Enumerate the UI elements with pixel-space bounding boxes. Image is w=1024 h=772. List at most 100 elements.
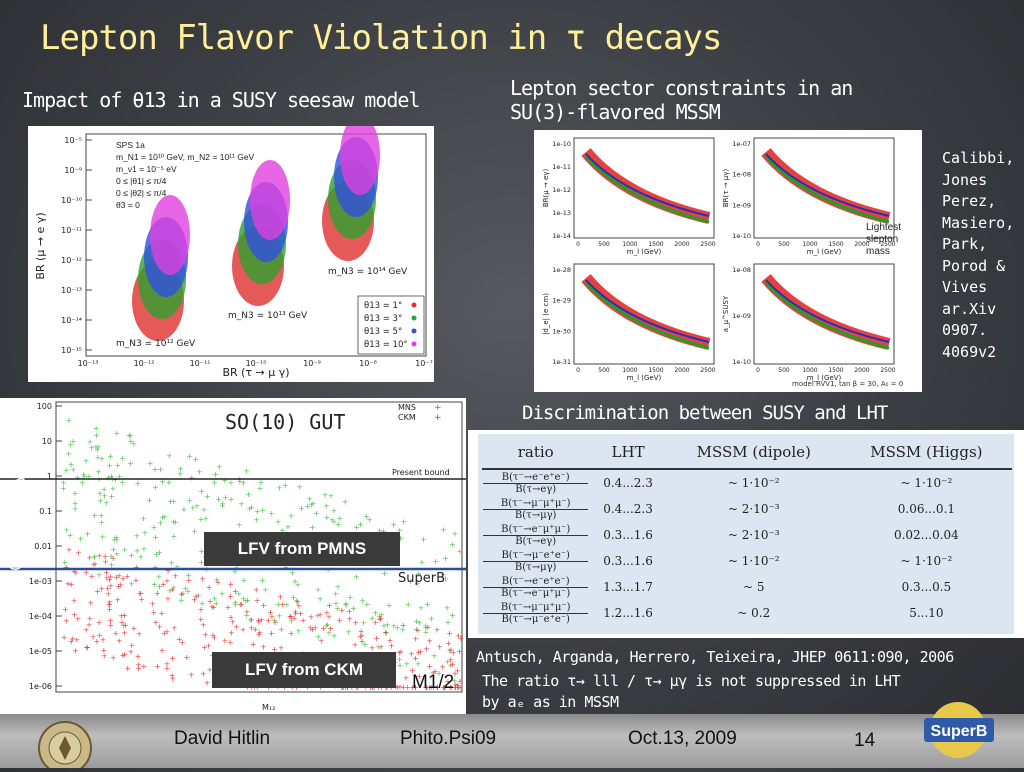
mns-point: + [259, 506, 266, 515]
mns-point: + [258, 478, 265, 487]
mns-point: + [400, 517, 407, 526]
credit-line: Jones [942, 170, 988, 189]
discrimination-heading: Discrimination between SUSY and LHT [522, 402, 888, 424]
mns-point: + [337, 514, 344, 523]
mns-point: + [134, 546, 141, 555]
mssm-xtick-label: 1500 [648, 241, 663, 248]
mns-point: + [331, 632, 338, 641]
mns-point: + [279, 526, 286, 535]
mssm-xtick-label: 500 [598, 241, 610, 248]
ckm-point: + [256, 628, 263, 637]
mns-point: + [324, 621, 331, 630]
mns-point: + [177, 465, 184, 474]
ratio-cell: B(τ⁻→μ⁻e⁺e⁻) B(τ→μγ) [482, 548, 589, 574]
ckm-point: + [90, 560, 97, 569]
so10-ytick-label: 10 [42, 437, 52, 446]
ratio-cell: B(τ⁻→μ⁻μ⁺μ⁻) B(τ⁻→μ⁻e⁺e⁻) [482, 600, 589, 626]
ckm-point: + [458, 634, 465, 643]
mns-point: + [171, 532, 178, 541]
ratio-numerator: B(τ⁻→e⁻e⁺e⁻) [483, 576, 589, 588]
ratio-denominator: B(τ⁻→μ⁻e⁺e⁻) [501, 613, 570, 625]
mns-point: + [119, 478, 126, 487]
ckm-point: + [179, 638, 186, 647]
mns-point: + [156, 548, 163, 557]
ckm-point: + [445, 639, 452, 648]
mns-point: + [204, 492, 211, 501]
mns-point: + [213, 599, 220, 608]
ckm-point: + [198, 605, 205, 614]
mns-point: + [155, 572, 162, 581]
ckm-point: + [436, 642, 443, 651]
ckm-point: + [248, 615, 255, 624]
ckm-point: + [326, 601, 333, 610]
mns-point: + [257, 484, 264, 493]
mssm-ytick-label: 1e-10 [732, 232, 751, 240]
mns-point: + [198, 547, 205, 556]
ckm-point: + [136, 589, 143, 598]
ckm-point: + [117, 581, 124, 590]
ckm-point: + [412, 654, 419, 663]
mns-point: + [108, 492, 115, 501]
ckm-point: + [154, 662, 161, 671]
mns-point: + [276, 612, 283, 621]
so10-label: SO(10) GUT [222, 410, 349, 434]
ckm-point: + [83, 626, 90, 635]
mns-point: + [114, 461, 121, 470]
ckm-point: + [260, 601, 267, 610]
mns-point: + [271, 616, 278, 625]
ckm-point: + [156, 622, 163, 631]
ckm-point: + [201, 643, 208, 652]
mns-point: + [452, 529, 459, 538]
credit-line: Vives [942, 278, 988, 296]
mns-point: + [88, 444, 95, 453]
mns-point: + [331, 506, 338, 515]
ckm-point: + [98, 585, 105, 594]
mns-point: + [331, 518, 338, 527]
mssm-xtick-label: 2000 [674, 367, 689, 374]
mssm-subplot-ylabel: |d_e| (e cm) [542, 293, 550, 335]
ratio-denominator: B(τ⁻→e⁻μ⁺μ⁻) [501, 587, 571, 599]
seesaw-legend-marker [411, 328, 417, 334]
ckm-point: + [66, 546, 73, 555]
mns-point: + [314, 612, 321, 621]
mns-point: + [60, 479, 67, 488]
ckm-point: + [210, 631, 217, 640]
mns-point: + [213, 576, 220, 585]
cell-higgs: ~ 1·10⁻² [900, 554, 953, 568]
ckm-point: + [318, 637, 325, 646]
ckm-point: + [150, 608, 157, 617]
ckm-point: + [244, 608, 251, 617]
mns-point: + [72, 505, 79, 514]
ckm-point: + [373, 634, 380, 643]
ckm-point: + [87, 614, 94, 623]
ratio-denominator: B(τ→μγ) [514, 509, 557, 521]
ckm-point: + [185, 576, 192, 585]
ratio-denominator: B(τ→eγ) [515, 483, 557, 495]
footer-author: David Hitlin [174, 728, 271, 749]
seesaw-ytick-label: 10⁻¹¹ [61, 226, 82, 235]
ckm-point: + [222, 637, 229, 646]
ckm-point: + [93, 637, 100, 646]
ckm-point: + [112, 629, 119, 638]
seesaw-legend-marker [411, 302, 417, 308]
mssm-xtick-label: 2000 [674, 241, 689, 248]
mns-point: + [198, 558, 205, 567]
ckm-point: + [152, 618, 159, 627]
mssm-xtick-label: 1000 [622, 367, 637, 374]
mns-point: + [283, 563, 290, 572]
mssm-xtick-label: 1000 [802, 241, 817, 248]
credit-line: ar.Xiv [942, 299, 997, 318]
ckm-point: + [169, 674, 176, 683]
ckm-point: + [279, 600, 286, 609]
ckm-point: + [452, 683, 459, 692]
ckm-point: + [110, 654, 117, 663]
mns-point: + [445, 618, 452, 627]
so10-ytick-label: 1e-06 [29, 682, 52, 691]
ckm-point: + [225, 603, 232, 612]
m12-label: M1/2 [412, 672, 455, 693]
mssm-ytick-label: 1e-31 [552, 358, 571, 366]
ckm-point: + [104, 584, 111, 593]
ckm-point: + [149, 600, 156, 609]
mns-point: + [315, 586, 322, 595]
mns-point: + [147, 459, 154, 468]
